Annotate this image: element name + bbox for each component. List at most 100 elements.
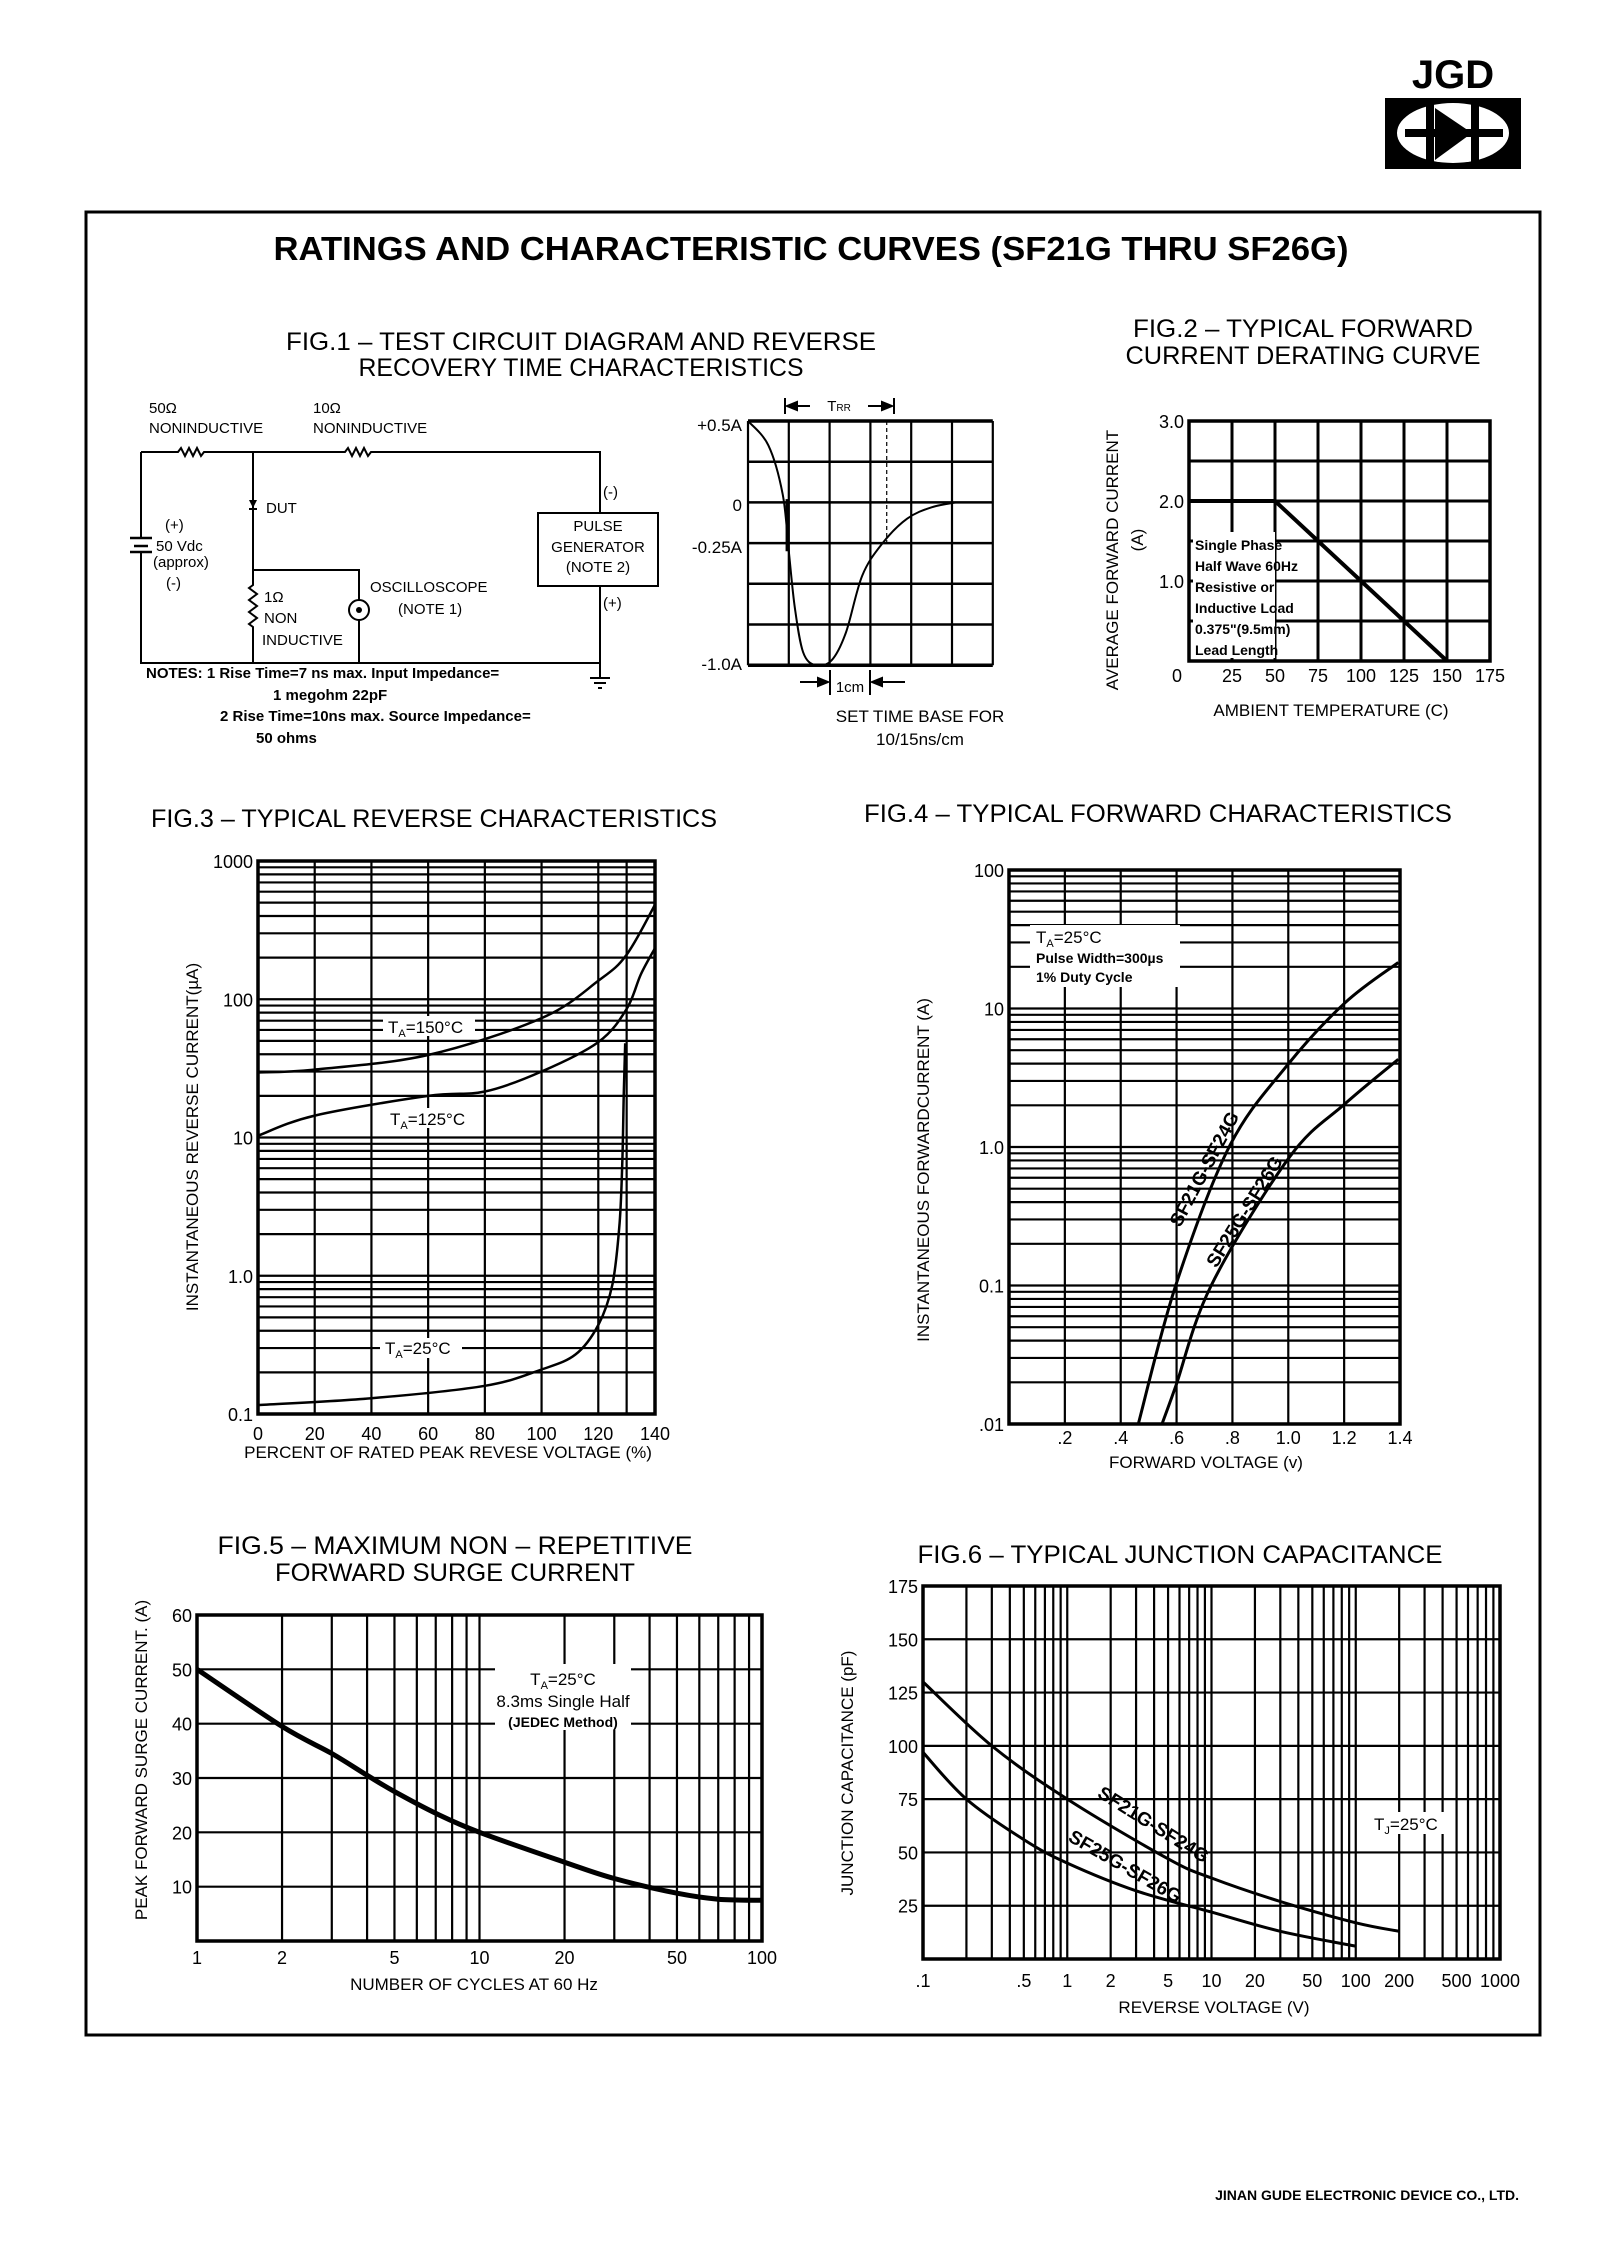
x-tick-label: 50 <box>1265 666 1285 686</box>
fig2-ylabel-unit: (A) <box>1128 529 1147 552</box>
note-2: 2 Rise Time=10ns max. Source Impedance= <box>220 708 531 725</box>
x-tick-label: 20 <box>555 1948 575 1968</box>
y-tick-label: 3.0 <box>1159 412 1184 432</box>
wave-label-minus025: -0.25A <box>692 538 743 557</box>
fig5-xlabel: NUMBER OF CYCLES AT 60 Hz <box>350 1975 598 1994</box>
oscilloscope-label: OSCILLOSCOPE <box>370 579 488 596</box>
x-tick-label: 0 <box>1172 666 1182 686</box>
x-tick-label: 10 <box>1201 1971 1221 1991</box>
fig4-title: FIG.4 – TYPICAL FORWARD CHARACTERISTICS <box>864 800 1452 828</box>
dut-diode-icon <box>249 500 257 508</box>
r3-value: 1Ω <box>264 589 284 606</box>
fig3-title: FIG.3 – TYPICAL REVERSE CHARACTERISTICS <box>151 805 717 833</box>
fig1-title-line1: FIG.1 – TEST CIRCUIT DIAGRAM AND REVERSE <box>286 328 876 356</box>
x-tick-label: 2 <box>1106 1971 1116 1991</box>
pulse-note: (NOTE 2) <box>566 559 630 576</box>
fig1-test-circuit: FIG.1 – TEST CIRCUIT DIAGRAM AND REVERSE… <box>130 328 1004 749</box>
y-tick-label: 125 <box>888 1684 918 1704</box>
x-tick-label: 20 <box>1245 1971 1265 1991</box>
y-tick-label: 10 <box>984 1000 1004 1020</box>
y-tick-label: 1.0 <box>1159 572 1184 592</box>
r3-non: NON <box>264 610 297 627</box>
fig6-marks: .1.5 1 2 5 10 20 50 100 200 500 100025507510012515… <box>888 1577 1520 1991</box>
fig2-annotation-line: 0.375"(9.5mm) <box>1195 621 1290 637</box>
y-tick-label: 60 <box>172 1606 192 1626</box>
x-tick-label: 2 <box>277 1948 287 1968</box>
pulse-plus: (+) <box>603 595 622 612</box>
fig5-annotation: TA=25°C 8.3ms Single Half (JEDEC Method) <box>495 1664 631 1730</box>
x-tick-label: 75 <box>1308 666 1328 686</box>
x-tick-label: 40 <box>361 1424 381 1444</box>
page-title: RATINGS AND CHARACTERISTIC CURVES (SF21G… <box>274 230 1349 267</box>
y-tick-label: 20 <box>172 1823 192 1843</box>
y-tick-label: 100 <box>974 861 1004 881</box>
series-line-ta-150-c <box>257 904 657 1074</box>
x-tick-label: .5 <box>1016 1971 1031 1991</box>
svg-text:TA=125°C: TA=125°C <box>390 1110 465 1132</box>
series-line-sf25g-sf26g <box>921 1751 1357 1948</box>
fig2-ylabel: AVERAGE FORWARD CURRENT <box>1103 430 1122 690</box>
fig6-xlabel: REVERSE VOLTAGE (V) <box>1118 1998 1309 2017</box>
oscilloscope-note: (NOTE 1) <box>398 601 462 618</box>
x-tick-label: .2 <box>1057 1428 1072 1448</box>
y-tick-label: 40 <box>172 1715 192 1735</box>
r3-inductive: INDUCTIVE <box>262 632 343 649</box>
y-tick-label: .01 <box>979 1415 1004 1435</box>
recovery-waveform <box>747 420 957 667</box>
fig2-annotation-line: Half Wave 60Hz <box>1195 558 1298 574</box>
plot-frame <box>1187 419 1492 663</box>
fig2-xlabel: AMBIENT TEMPERATURE (C) <box>1213 701 1448 720</box>
x-tick-label: 1.2 <box>1332 1428 1357 1448</box>
trr-label: TRR <box>827 398 851 415</box>
fig5-ylabel: PEAK FORWARD SURGE CURRENT. (A) <box>132 1600 151 1920</box>
series-line-ta-125-c <box>257 947 657 1137</box>
note-2-cont: 50 ohms <box>256 730 317 747</box>
x-tick-label: .8 <box>1225 1428 1240 1448</box>
x-tick-label: 125 <box>1389 666 1419 686</box>
y-tick-label: 50 <box>172 1660 192 1680</box>
plot-frame <box>256 859 657 1416</box>
fig5-annotation-line: (JEDEC Method) <box>508 1714 618 1730</box>
pulse-label: PULSE <box>573 518 622 535</box>
fig4-annotation-line: 1% Duty Cycle <box>1036 969 1133 985</box>
r2-type: NONINDUCTIVE <box>313 420 427 437</box>
fig4-ylabel: INSTANTANEOUS FORWARDCURRENT (A) <box>914 998 933 1342</box>
x-tick-label: 80 <box>475 1424 495 1444</box>
r1-value: 50Ω <box>149 400 177 417</box>
logo-text: JGD <box>1412 53 1494 97</box>
series-line-ta-25-c <box>257 1043 627 1407</box>
circuit-wiring <box>130 445 610 689</box>
plot-frame <box>921 1584 1502 1961</box>
x-tick-label: .6 <box>1169 1428 1184 1448</box>
wave-label-zero: 0 <box>733 496 742 515</box>
timebase-line2: 10/15ns/cm <box>876 730 964 749</box>
fig3-series-label-150: TA=150°C <box>383 1016 475 1040</box>
x-tick-label: 50 <box>667 1948 687 1968</box>
fig5-annotation-line: 8.3ms Single Half <box>496 1692 630 1711</box>
y-tick-label: 100 <box>223 990 253 1010</box>
oscilloscope-probe-icon <box>348 599 370 621</box>
fig2-annotation-line: Lead Length <box>1195 642 1278 658</box>
battery-minus: (-) <box>166 575 181 592</box>
fig6-annotation: TJ=25°C <box>1370 1812 1450 1837</box>
note-1: NOTES: 1 Rise Time=7 ns max. Input Imped… <box>146 665 499 682</box>
footer-company: JINAN GUDE ELECTRONIC DEVICE CO., LTD. <box>1215 2187 1519 2203</box>
fig2-annotation-line: Resistive or <box>1195 579 1275 595</box>
x-tick-label: 100 <box>747 1948 777 1968</box>
timebase-line1: SET TIME BASE FOR <box>836 707 1004 726</box>
y-tick-label: 2.0 <box>1159 492 1184 512</box>
y-tick-label: 175 <box>888 1577 918 1597</box>
x-tick-label: 100 <box>527 1424 557 1444</box>
fig3-series-label-125: TA=125°C <box>385 1108 477 1132</box>
x-tick-label: 1 <box>1062 1971 1072 1991</box>
cm-arrow <box>800 670 905 695</box>
fig5-title-line1: FIG.5 – MAXIMUM NON – REPETITIVE <box>218 1532 693 1560</box>
y-tick-label: 100 <box>888 1737 918 1757</box>
wave-label-plus05: +0.5A <box>697 416 743 435</box>
series-line-derating <box>1189 499 1449 663</box>
recovery-waveform-grid <box>746 419 994 667</box>
x-tick-label: 150 <box>1432 666 1462 686</box>
fig5-marks: 1 2 5 10 20 50 100 10 20 30 40 50 60 <box>172 1606 777 1968</box>
battery-voltage: 50 Vdc <box>156 538 203 555</box>
